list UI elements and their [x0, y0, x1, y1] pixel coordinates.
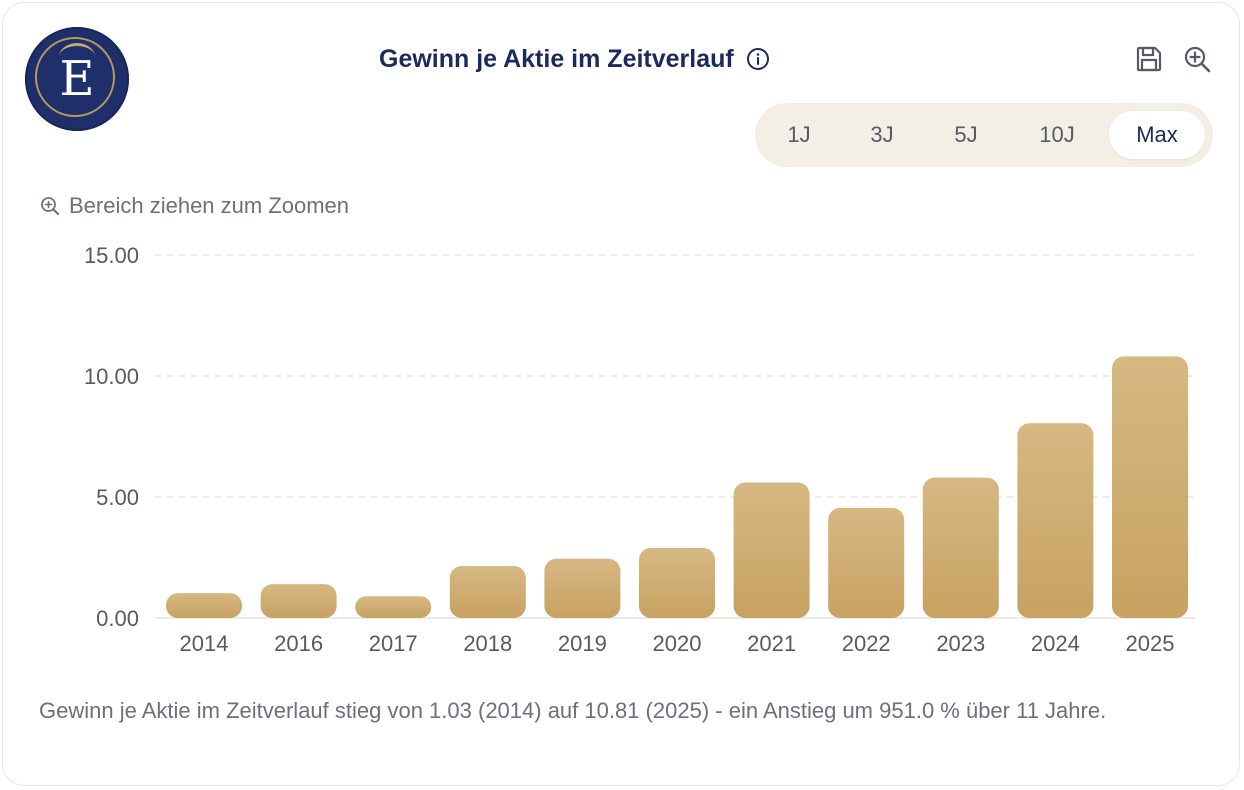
- range-button-1j[interactable]: 1J: [787, 122, 811, 147]
- x-tick-label: 2023: [936, 631, 985, 656]
- bar-2019[interactable]: [544, 558, 621, 618]
- x-tick-label: 2016: [274, 631, 323, 656]
- bar-2020[interactable]: [639, 547, 715, 618]
- range-button-max[interactable]: Max: [1109, 111, 1205, 159]
- x-tick-label: 2022: [842, 631, 891, 656]
- range-button-3j[interactable]: 3J: [870, 122, 894, 147]
- header: Gewinn je Aktie im Zeitverlauf: [379, 41, 770, 77]
- y-tick-label: 0.00: [96, 606, 139, 631]
- x-tick-label: 2021: [747, 631, 796, 656]
- bar-2018[interactable]: [449, 565, 526, 618]
- bar-chart[interactable]: 0.00 5.00 10.00 15.00 2014 2016 2017 2018 2019 20…: [3, 233, 1244, 673]
- page-title: Gewinn je Aktie im Zeitverlauf: [379, 44, 734, 73]
- bar-2021[interactable]: [733, 482, 810, 618]
- x-tick-label: 2017: [369, 631, 418, 656]
- time-range-selector: 1J 3J 5J 10J Max: [755, 103, 1213, 167]
- y-tick-label: 15.00: [84, 243, 139, 268]
- range-button-10j[interactable]: 10J: [1039, 122, 1075, 147]
- bar-2022[interactable]: [828, 507, 905, 618]
- zoom-hint: Bereich ziehen zum Zoomen: [39, 193, 349, 219]
- y-tick-label: 10.00: [84, 364, 139, 389]
- range-button-5j[interactable]: 5J: [954, 122, 978, 147]
- x-tick-label: 2024: [1031, 631, 1080, 656]
- zoom-hint-text: Bereich ziehen zum Zoomen: [69, 193, 350, 218]
- bar-2017[interactable]: [355, 596, 432, 618]
- bar-2024[interactable]: [1017, 423, 1094, 618]
- x-tick-label: 2025: [1126, 631, 1175, 656]
- chart-summary: Gewinn je Aktie im Zeitverlauf stieg von…: [39, 698, 1107, 723]
- bar-2023[interactable]: [922, 477, 999, 618]
- zoom-hint-icon: [41, 197, 59, 215]
- y-tick-label: 5.00: [96, 485, 139, 510]
- zoom-in-icon[interactable]: [1181, 43, 1213, 75]
- x-tick-label: 2014: [180, 631, 229, 656]
- bar-2014[interactable]: [166, 593, 242, 618]
- logo-ring: [35, 37, 115, 117]
- logo: E: [25, 27, 129, 131]
- x-tick-label: 2018: [463, 631, 512, 656]
- bar-2016[interactable]: [260, 584, 337, 618]
- x-tick-label: 2020: [653, 631, 702, 656]
- save-icon[interactable]: [1133, 43, 1165, 75]
- info-icon[interactable]: [746, 47, 770, 71]
- logo-arc: [59, 43, 95, 57]
- x-tick-label: 2019: [558, 631, 607, 656]
- logo-letter: E: [59, 51, 95, 107]
- bar-2025[interactable]: [1112, 356, 1188, 618]
